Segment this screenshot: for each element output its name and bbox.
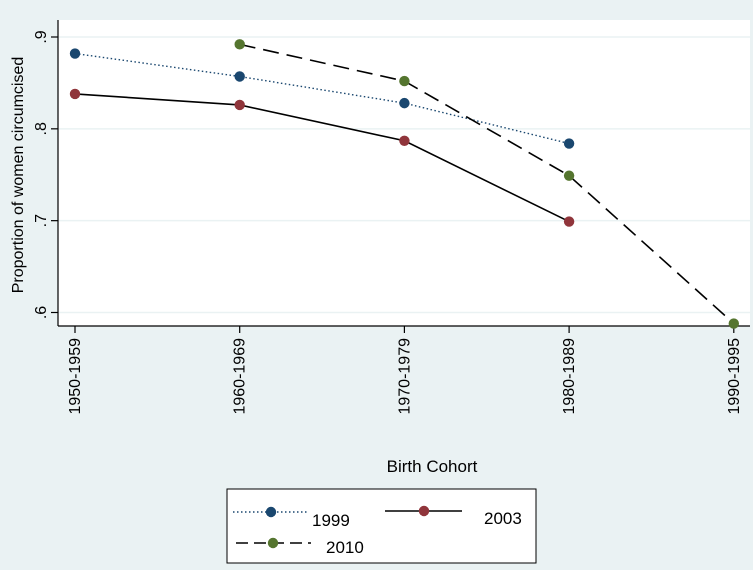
series-line-2010 xyxy=(239,43,735,325)
x-tick-label: 1980-1989 xyxy=(561,338,578,415)
legend-box xyxy=(226,488,537,564)
y-axis-label: Proportion of women circumcised xyxy=(10,57,27,294)
x-tick-label: 1960-1969 xyxy=(232,338,249,415)
legend-label: 2010 xyxy=(326,538,364,557)
data-point-2010 xyxy=(563,170,575,181)
legend-item-1999: 1999 xyxy=(233,506,350,530)
legend: 1999 2003 2010 xyxy=(226,488,537,564)
series-1999 xyxy=(69,48,575,149)
series-2010 xyxy=(234,39,739,329)
x-tick-label: 1990-1995 xyxy=(726,338,743,415)
series-2003 xyxy=(69,88,575,227)
data-point-1999 xyxy=(399,97,410,109)
data-point-1999 xyxy=(69,48,81,59)
x-ticks: 1950-1959 1960-1969 1970-1979 1980-1989 1990… xyxy=(67,326,743,415)
legend-item-2010: 2010 xyxy=(236,537,364,557)
y-tick-label: .7 xyxy=(33,214,50,227)
data-point-2010 xyxy=(234,39,245,50)
y-ticks: .6 .7 .8 .9 xyxy=(33,30,58,319)
y-tick-label: .9 xyxy=(33,30,50,43)
series xyxy=(69,39,739,329)
legend-label: 1999 xyxy=(312,511,350,530)
data-point-1999 xyxy=(563,138,575,149)
plot-area xyxy=(58,20,750,326)
data-point-2003 xyxy=(563,216,575,227)
legend-marker xyxy=(418,505,430,517)
gridlines xyxy=(58,36,750,314)
data-point-2003 xyxy=(234,99,245,111)
data-point-2010 xyxy=(399,75,410,87)
legend-marker xyxy=(265,506,277,518)
data-point-2003 xyxy=(399,135,410,146)
x-axis-label: Birth Cohort xyxy=(387,457,478,476)
x-tick-label: 1970-1979 xyxy=(396,338,413,415)
series-line-2003 xyxy=(74,93,570,223)
x-tick-label: 1950-1959 xyxy=(67,338,84,415)
legend-label: 2003 xyxy=(484,509,522,528)
legend-marker xyxy=(267,537,279,549)
data-point-2003 xyxy=(69,88,81,100)
legend-item-2003: 2003 xyxy=(385,505,522,528)
data-point-1999 xyxy=(234,71,245,82)
y-tick-label: .6 xyxy=(33,306,50,319)
y-tick-label: .8 xyxy=(33,122,50,135)
data-point-2010 xyxy=(728,318,739,329)
